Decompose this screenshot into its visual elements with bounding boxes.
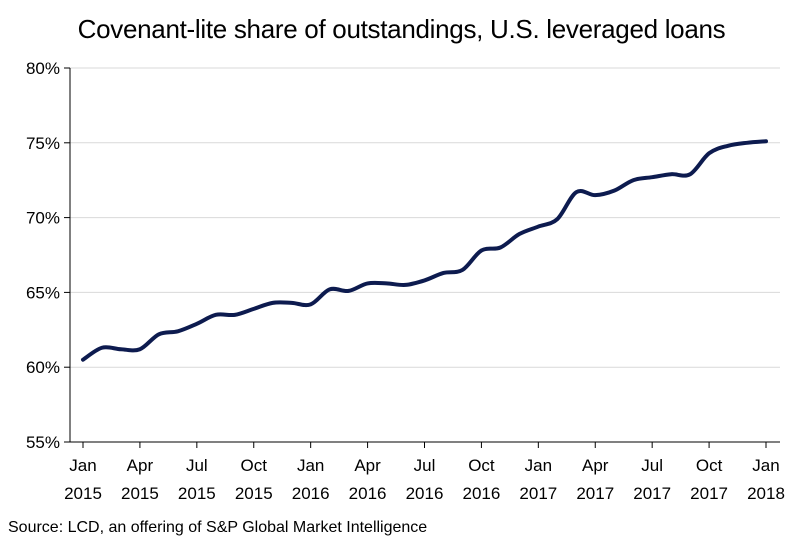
x-tick-label-year: 2015 <box>235 484 273 503</box>
y-tick-label: 65% <box>26 283 60 302</box>
x-tick-label-month: Jul <box>186 456 208 475</box>
y-tick-label: 55% <box>26 433 60 452</box>
chart-title: Covenant-lite share of outstandings, U.S… <box>77 14 726 44</box>
x-tick-label-year: 2015 <box>64 484 102 503</box>
gridlines <box>70 67 780 368</box>
x-tick-label-year: 2017 <box>576 484 614 503</box>
x-tick-label-month: Oct <box>468 456 495 475</box>
x-tick-label-month: Apr <box>582 456 609 475</box>
x-tick-label-month: Jan <box>525 456 552 475</box>
x-tick-label-year: 2018 <box>747 484 785 503</box>
y-tick-label: 80% <box>26 59 60 78</box>
y-tick-label: 75% <box>26 134 60 153</box>
x-tick-label-month: Oct <box>241 456 268 475</box>
x-tick-label-year: 2016 <box>463 484 501 503</box>
x-tick-label-month: Jan <box>752 456 779 475</box>
x-tick-label-year: 2017 <box>633 484 671 503</box>
x-tick-label-month: Oct <box>696 456 723 475</box>
x-tick-label-year: 2017 <box>519 484 557 503</box>
y-tick-label: 60% <box>26 358 60 377</box>
axes <box>64 67 780 448</box>
x-tick-label-year: 2016 <box>349 484 387 503</box>
x-tick-label-month: Apr <box>127 456 154 475</box>
x-tick-label-year: 2017 <box>690 484 728 503</box>
x-axis-tick-labels: Jan 2015 Apr 2015 Jul 2015 Oct 2015 Jan 2016 Apr 20… <box>64 456 785 503</box>
x-tick-label-month: Jul <box>414 456 436 475</box>
x-tick-label-year: 2015 <box>121 484 159 503</box>
x-tick-label-year: 2016 <box>292 484 330 503</box>
y-axis-tick-labels: 55% 60% 65% 70% 75% 80% <box>26 59 60 452</box>
series-lines <box>81 139 768 362</box>
source-note: Source: LCD, an offering of S&P Global M… <box>8 519 428 536</box>
x-tick-label-month: Jul <box>641 456 663 475</box>
x-tick-label-month: Jan <box>69 456 96 475</box>
x-tick-label-month: Apr <box>354 456 381 475</box>
x-tick-label-month: Jan <box>297 456 324 475</box>
x-tick-label-year: 2016 <box>406 484 444 503</box>
x-tick-label-year: 2015 <box>178 484 216 503</box>
series-line <box>81 139 768 362</box>
y-tick-label: 70% <box>26 209 60 228</box>
